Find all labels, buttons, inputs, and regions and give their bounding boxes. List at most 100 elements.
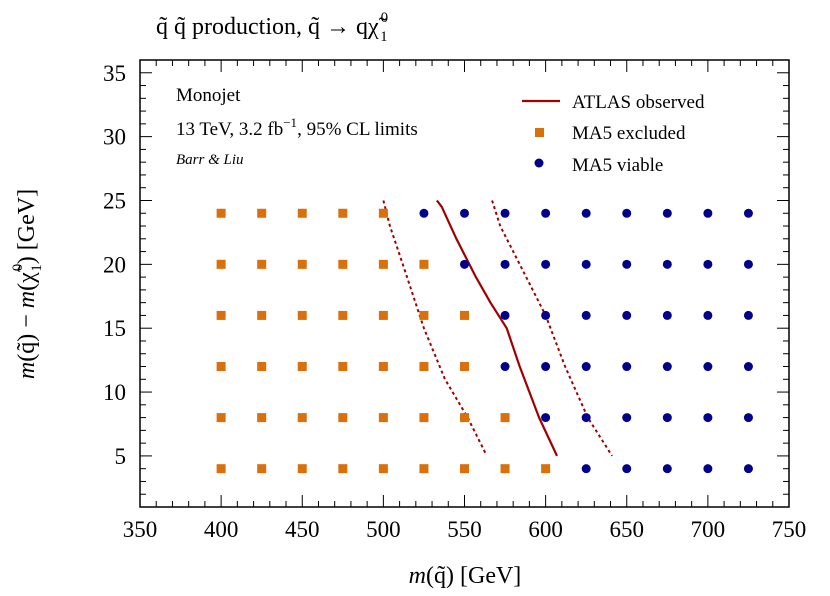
y-tick-label: 35: [103, 61, 126, 86]
ma5-excluded-point: [378, 413, 388, 423]
ma5-excluded-point: [297, 413, 307, 423]
ma5-excluded-point: [257, 413, 267, 423]
atlas-band-line: [382, 200, 487, 454]
ma5-excluded-point: [378, 310, 388, 320]
ma5-excluded-point: [257, 208, 267, 218]
ma5-excluded-point: [257, 310, 267, 320]
chart-title: q̃ q̃ production, q̃ → qχ̃ 0 1: [156, 10, 388, 45]
ma5-excluded-point: [419, 464, 429, 474]
ma5-viable-point: [743, 259, 753, 269]
atlas-band-line: [491, 200, 613, 457]
ma5-excluded-point: [257, 464, 267, 474]
ma5-viable-point: [460, 259, 469, 269]
ma5-viable-point: [662, 362, 672, 372]
ma5-excluded-point: [297, 464, 307, 474]
ma5-excluded-point: [297, 259, 307, 269]
ma5-viable-point: [662, 413, 672, 423]
ma5-excluded-point: [500, 413, 510, 423]
annotation-author: Barr & Liu: [176, 152, 244, 168]
y-tick-label: 30: [103, 125, 126, 150]
ma5-excluded-point: [338, 464, 348, 474]
ma5-viable-point: [581, 464, 591, 474]
data-markers: [216, 208, 753, 474]
ma5-viable-point: [581, 310, 591, 320]
atlas-observed-line: [436, 199, 558, 457]
y-axis-title: m(q̃) − m(χ̃0 1) [GeV]: [10, 189, 45, 379]
x-tick-label: 350: [123, 517, 158, 542]
ma5-excluded-point: [419, 259, 429, 269]
x-tick-label: 700: [691, 517, 726, 542]
ma5-viable-point: [622, 208, 632, 218]
ma5-viable-point: [662, 310, 672, 320]
ma5-viable-point: [541, 208, 551, 218]
ma5-excluded-point: [460, 413, 469, 423]
ma5-excluded-point: [378, 208, 388, 218]
ma5-excluded-point: [297, 310, 307, 320]
ma5-excluded-point: [338, 362, 348, 372]
legend-square-swatch: [535, 128, 544, 137]
ma5-viable-point: [743, 310, 753, 320]
ma5-excluded-point: [338, 310, 348, 320]
ma5-excluded-point: [216, 362, 226, 372]
ma5-viable-point: [581, 413, 591, 423]
ma5-viable-point: [500, 208, 510, 218]
ma5-viable-point: [500, 310, 510, 320]
ma5-viable-point: [581, 259, 591, 269]
ma5-viable-point: [743, 413, 753, 423]
ma5-viable-point: [662, 464, 672, 474]
legend-ma5-excluded: MA5 excluded: [572, 123, 686, 144]
ma5-viable-point: [541, 259, 551, 269]
annotation-energy: 13 TeV, 3.2 fb−1, 95% CL limits: [176, 115, 418, 140]
legend-circle-swatch: [534, 158, 544, 168]
ma5-excluded-point: [297, 208, 307, 218]
ma5-viable-point: [581, 208, 591, 218]
ma5-viable-point: [703, 310, 713, 320]
ma5-viable-point: [541, 310, 551, 320]
ma5-viable-point: [460, 208, 469, 218]
ma5-viable-point: [622, 413, 632, 423]
ma5-excluded-point: [338, 413, 348, 423]
ma5-excluded-point: [378, 259, 388, 269]
ma5-viable-point: [743, 362, 753, 372]
x-tick-label: 550: [447, 517, 482, 542]
legend-ma5-viable: MA5 viable: [572, 155, 663, 176]
legend: ATLAS observed MA5 excluded MA5 viable: [522, 92, 705, 176]
ma5-viable-point: [622, 259, 632, 269]
ma5-excluded-point: [500, 464, 510, 474]
ma5-excluded-point: [460, 362, 469, 372]
ma5-viable-point: [743, 208, 753, 218]
axis-ticks: [139, 59, 790, 508]
ma5-viable-point: [581, 362, 591, 372]
ma5-viable-point: [703, 362, 713, 372]
ma5-viable-point: [622, 362, 632, 372]
legend-atlas-observed: ATLAS observed: [572, 92, 705, 113]
x-tick-label: 500: [366, 517, 401, 542]
ma5-excluded-point: [419, 362, 429, 372]
ma5-excluded-point: [297, 362, 307, 372]
x-tick-label: 400: [204, 517, 239, 542]
ma5-excluded-point: [216, 413, 226, 423]
ma5-excluded-point: [541, 464, 551, 474]
x-tick-label: 750: [772, 517, 807, 542]
ma5-excluded-point: [216, 464, 226, 474]
ma5-viable-point: [500, 362, 510, 372]
ma5-viable-point: [703, 208, 713, 218]
x-axis-title: m(q̃) [GeV]: [409, 563, 522, 589]
x-tick-label: 450: [285, 517, 320, 542]
ma5-excluded-point: [460, 464, 469, 474]
ma5-excluded-point: [460, 310, 469, 320]
ma5-excluded-point: [419, 310, 429, 320]
y-tick-label: 15: [103, 316, 126, 341]
ma5-viable-point: [703, 413, 713, 423]
ma5-excluded-point: [257, 362, 267, 372]
ma5-excluded-point: [338, 259, 348, 269]
ma5-excluded-point: [378, 464, 388, 474]
ma5-viable-point: [662, 208, 672, 218]
ma5-excluded-point: [216, 259, 226, 269]
annotation-monojet: Monojet: [176, 85, 241, 106]
ma5-viable-point: [703, 259, 713, 269]
ma5-viable-point: [662, 259, 672, 269]
ma5-excluded-point: [257, 259, 267, 269]
x-tick-label: 650: [610, 517, 645, 542]
